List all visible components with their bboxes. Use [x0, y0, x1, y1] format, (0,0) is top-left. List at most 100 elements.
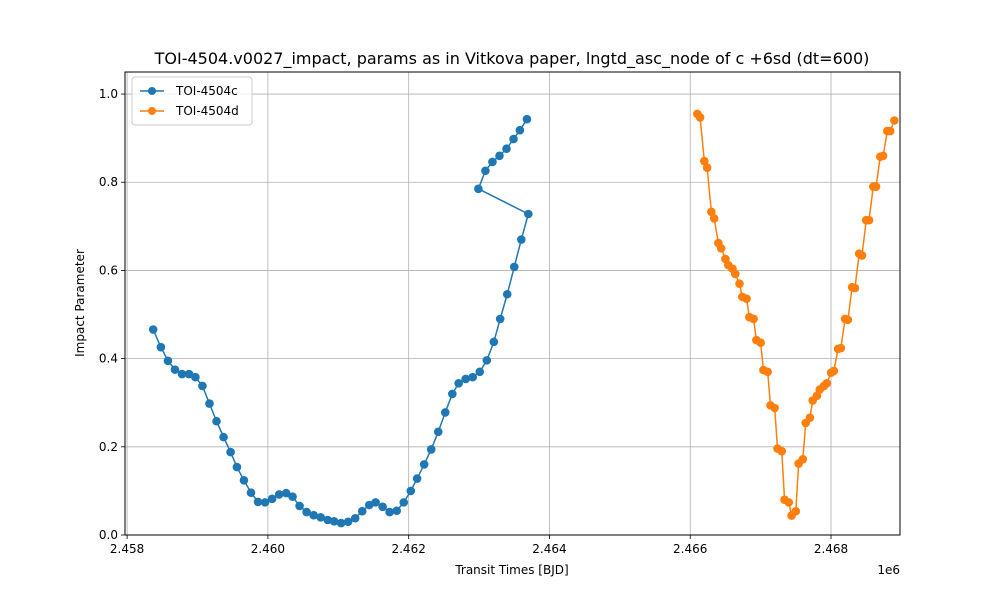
data-point-toi-4504c [461, 374, 470, 384]
data-point-toi-4504c [517, 235, 526, 244]
x-tick-label: 2.458 [110, 542, 144, 556]
series-layer [148, 109, 899, 528]
data-point-toi-4504c [288, 492, 297, 501]
data-point-toi-4504d [756, 338, 765, 348]
data-point-toi-4504d [805, 413, 815, 423]
data-point-toi-4504c [385, 507, 394, 517]
data-point-toi-4504c [448, 389, 457, 399]
data-point-toi-4504d [707, 207, 716, 217]
data-point-toi-4504c [495, 151, 504, 161]
data-point-toi-4504d [857, 251, 867, 260]
data-point-toi-4504c [426, 445, 436, 454]
y-tick-label: 0.0 [99, 528, 118, 542]
data-point-toi-4504c [468, 372, 478, 382]
data-point-toi-4504c [474, 184, 483, 194]
data-point-toi-4504c [350, 513, 360, 523]
data-point-toi-4504d [695, 113, 705, 122]
x-tick-label: 2.466 [673, 542, 707, 556]
y-tick-label: 1.0 [99, 87, 118, 101]
data-point-toi-4504c [502, 144, 511, 154]
data-point-toi-4504d [890, 116, 899, 125]
data-point-toi-4504d [850, 283, 860, 293]
data-point-toi-4504d [700, 156, 709, 166]
data-point-toi-4504c [392, 506, 402, 516]
data-point-toi-4504d [822, 379, 832, 388]
data-point-toi-4504c [481, 166, 490, 176]
plot-area-frame [124, 71, 901, 536]
data-point-toi-4504c [406, 486, 416, 496]
data-point-toi-4504d [836, 343, 846, 353]
legend: TOI-4504c TOI-4504d [131, 76, 253, 126]
data-point-toi-4504c [440, 408, 450, 417]
data-point-toi-4504c [191, 372, 200, 382]
data-point-toi-4504c [482, 356, 492, 365]
data-point-toi-4504c [515, 125, 525, 135]
data-point-toi-4504d [716, 244, 726, 253]
data-point-toi-4504c [232, 462, 242, 472]
data-point-toi-4504d [735, 279, 744, 288]
data-point-toi-4504c [412, 474, 422, 483]
data-point-toi-4504d [843, 315, 853, 325]
data-point-toi-4504c [522, 114, 532, 124]
data-point-toi-4504c [357, 506, 367, 516]
data-point-toi-4504d [749, 314, 758, 324]
data-point-toi-4504c [148, 325, 158, 334]
data-point-toi-4504c [239, 476, 249, 485]
legend-marker-toi-4504d [148, 107, 156, 115]
legend-label-toi-4504d: TOI-4504d [175, 104, 239, 118]
data-point-toi-4504c [260, 498, 270, 507]
y-axis-label: Impact Parameter [73, 249, 87, 357]
data-point-toi-4504d [864, 215, 874, 225]
data-point-toi-4504c [226, 447, 235, 457]
x-tick-label: 2.460 [251, 542, 285, 556]
legend-marker-toi-4504c [148, 87, 156, 95]
data-point-toi-4504c [509, 262, 519, 272]
chart-title: TOI-4504.v0027_impact, params as in Vitk… [154, 49, 870, 69]
data-point-toi-4504c [212, 416, 221, 426]
data-point-toi-4504c [399, 498, 409, 507]
data-point-toi-4504c [253, 497, 263, 507]
y-tick-label: 0.8 [99, 175, 118, 189]
data-point-toi-4504c [281, 488, 291, 498]
data-point-toi-4504c [177, 369, 187, 379]
data-point-toi-4504c [475, 367, 485, 377]
data-point-toi-4504c [336, 518, 346, 528]
data-point-toi-4504c [495, 314, 505, 324]
y-axis-ticks: 0.0 0.2 0.4 0.6 0.8 1.0 [99, 87, 125, 542]
data-point-toi-4504c [156, 342, 166, 352]
data-point-toi-4504d [878, 151, 888, 161]
data-point-toi-4504c [309, 510, 318, 520]
data-point-toi-4504c [489, 337, 499, 347]
x-tick-label: 2.462 [391, 542, 425, 556]
data-point-toi-4504d [829, 366, 839, 376]
data-point-toi-4504c [246, 488, 256, 497]
data-point-toi-4504d [798, 454, 808, 464]
data-point-toi-4504c [419, 460, 429, 469]
data-point-toi-4504c [488, 157, 497, 167]
data-point-toi-4504c [267, 494, 277, 504]
data-point-toi-4504c [509, 134, 518, 144]
y-tick-label: 0.4 [99, 352, 118, 366]
data-point-toi-4504d [709, 214, 719, 223]
data-point-toi-4504c [378, 502, 387, 512]
data-point-toi-4504c [302, 507, 311, 517]
x-axis-label: Transit Times [BJD] [454, 563, 568, 577]
data-point-toi-4504c [343, 517, 353, 527]
data-point-toi-4504c [524, 209, 533, 219]
data-point-toi-4504c [454, 379, 463, 388]
data-point-toi-4504d [791, 506, 801, 516]
data-point-toi-4504c [170, 365, 180, 374]
data-point-toi-4504d [742, 294, 751, 303]
x-tick-label: 2.464 [532, 542, 566, 556]
y-tick-label: 0.6 [99, 263, 118, 277]
data-point-toi-4504c [295, 501, 304, 511]
data-point-toi-4504c [371, 498, 380, 507]
data-point-toi-4504d [885, 126, 895, 136]
data-point-toi-4504d [784, 498, 794, 507]
data-point-toi-4504c [329, 517, 339, 526]
data-point-toi-4504d [763, 367, 772, 377]
data-point-toi-4504c [163, 356, 173, 366]
legend-frame [131, 76, 253, 126]
data-point-toi-4504d [871, 182, 881, 191]
